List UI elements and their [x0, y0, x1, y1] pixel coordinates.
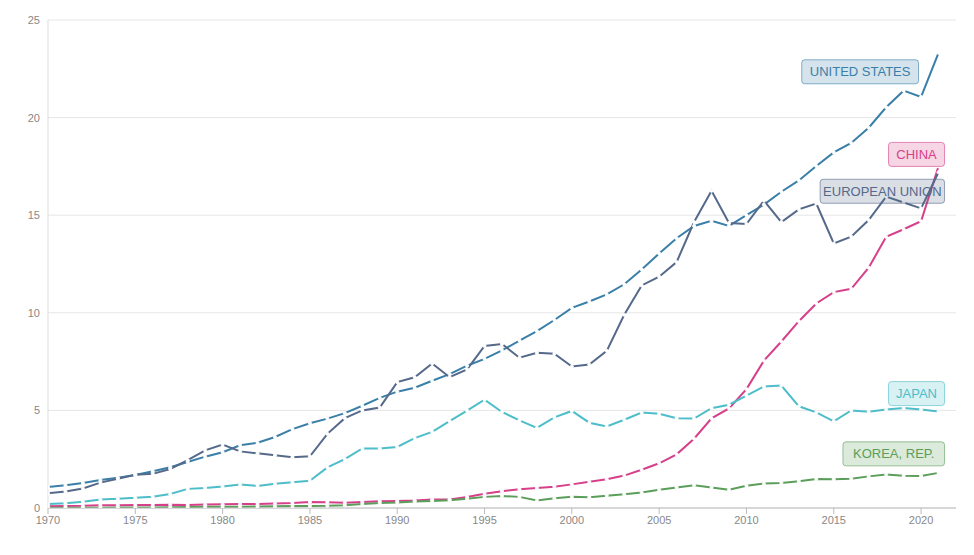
svg-text:0: 0 — [34, 502, 40, 514]
svg-text:JAPAN: JAPAN — [896, 386, 937, 401]
svg-text:1985: 1985 — [298, 514, 322, 526]
svg-text:5: 5 — [34, 404, 40, 416]
svg-text:1970: 1970 — [36, 514, 60, 526]
svg-text:10: 10 — [28, 307, 40, 319]
svg-text:1980: 1980 — [210, 514, 234, 526]
svg-text:25: 25 — [28, 14, 40, 26]
svg-text:CHINA: CHINA — [896, 147, 937, 162]
svg-text:2005: 2005 — [647, 514, 671, 526]
svg-text:UNITED STATES: UNITED STATES — [810, 64, 911, 79]
svg-text:EUROPEAN UNION: EUROPEAN UNION — [823, 184, 941, 199]
svg-text:KOREA, REP.: KOREA, REP. — [853, 446, 934, 461]
svg-text:2015: 2015 — [822, 514, 846, 526]
svg-text:2010: 2010 — [734, 514, 758, 526]
svg-text:20: 20 — [28, 112, 40, 124]
svg-text:1990: 1990 — [385, 514, 409, 526]
svg-text:2020: 2020 — [909, 514, 933, 526]
svg-text:1975: 1975 — [123, 514, 147, 526]
svg-text:1995: 1995 — [472, 514, 496, 526]
svg-text:2000: 2000 — [560, 514, 584, 526]
svg-text:15: 15 — [28, 209, 40, 221]
